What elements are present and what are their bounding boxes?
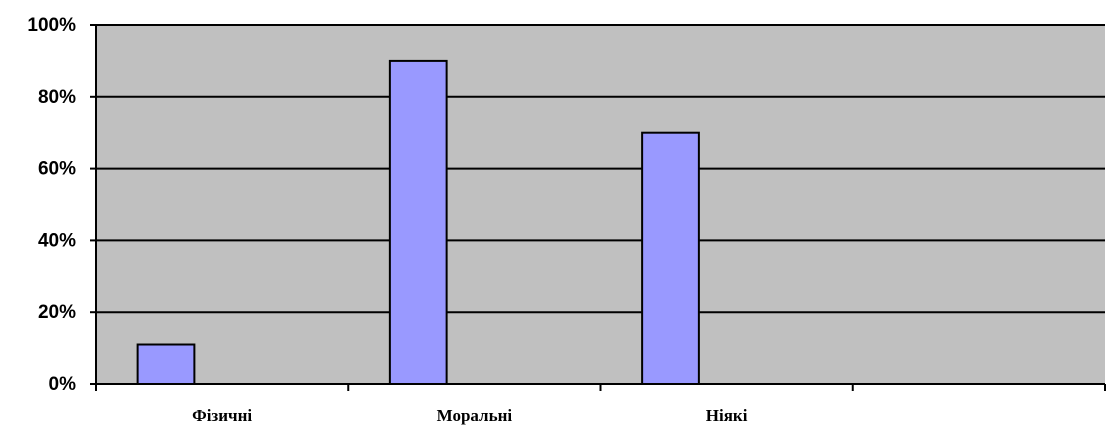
y-tick-label: 80% (38, 87, 76, 108)
x-tick-label: Ніякі (706, 406, 748, 425)
y-tick-label: 40% (38, 230, 76, 251)
plot-area (96, 25, 1105, 384)
y-tick-label: 20% (38, 302, 76, 323)
y-tick-label: 60% (38, 159, 76, 180)
y-tick-label: 100% (27, 15, 76, 36)
x-tick-label: Фізичні (192, 406, 252, 425)
y-tick-label: 0% (49, 374, 77, 395)
bar (388, 59, 448, 386)
x-tick-label: Моральні (437, 406, 513, 425)
bar (641, 131, 700, 385)
bar (136, 343, 196, 386)
